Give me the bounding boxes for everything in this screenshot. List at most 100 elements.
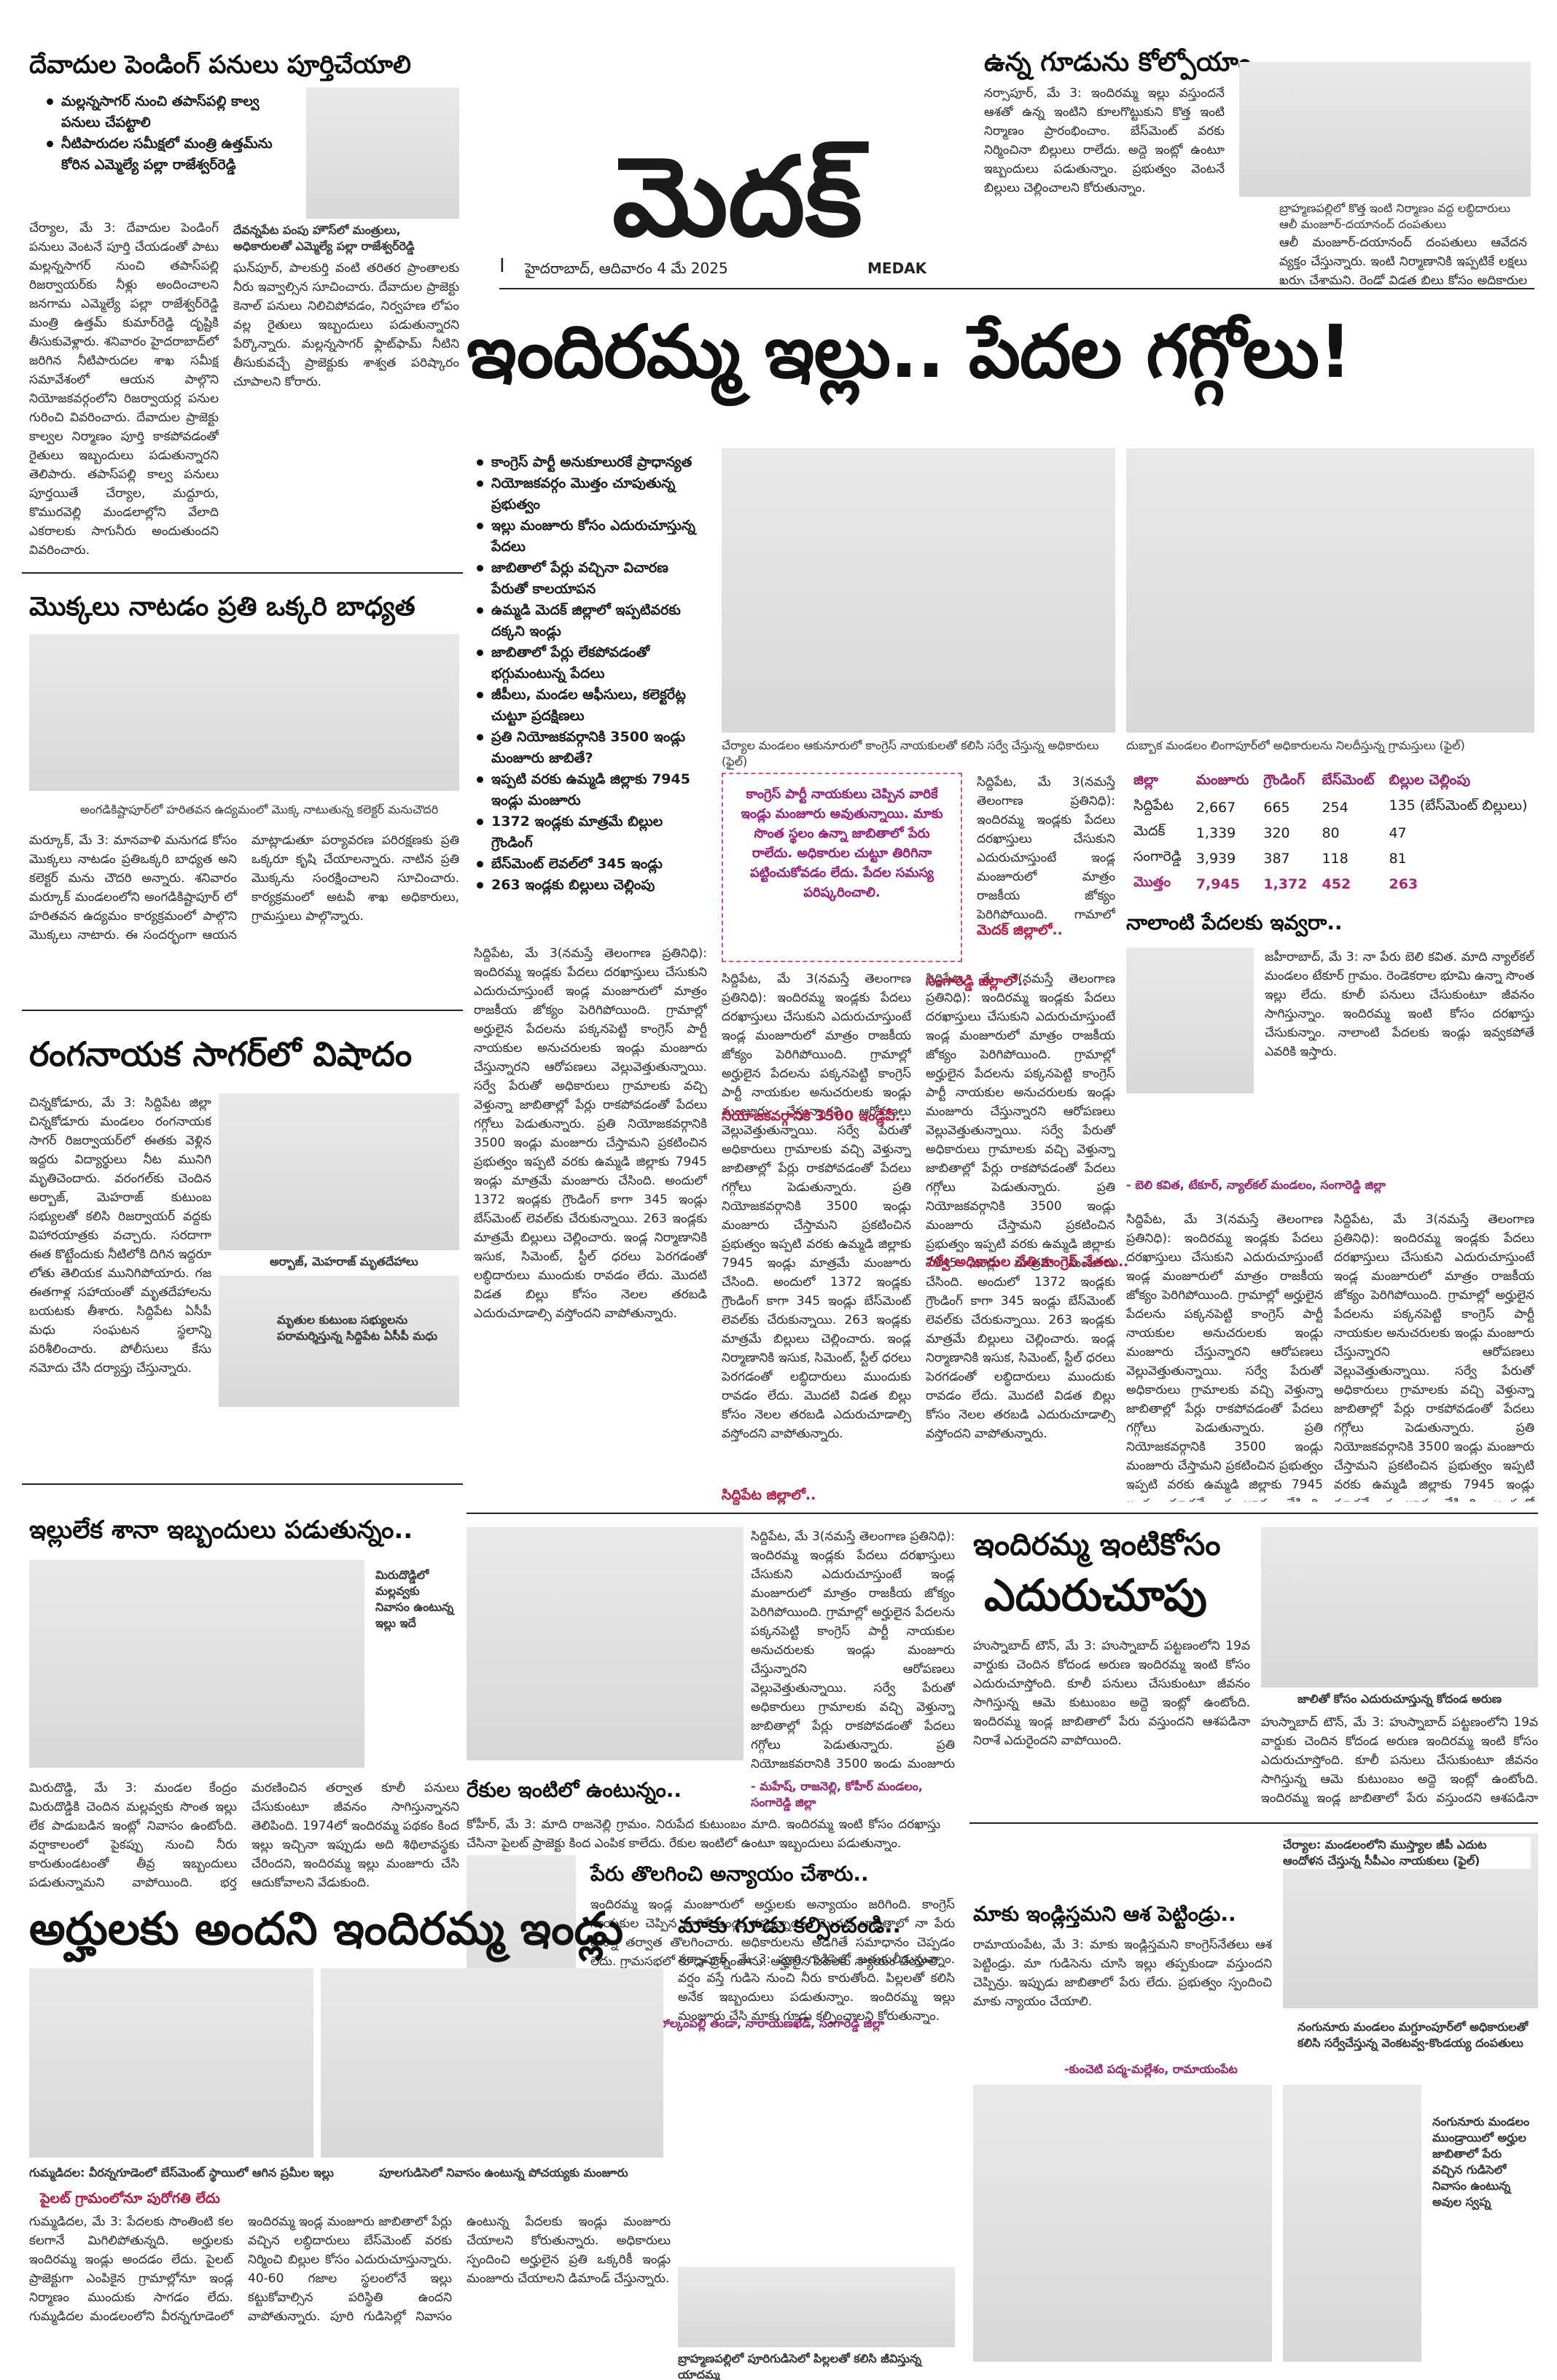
ranganayaka-photo-2: [219, 1276, 459, 1407]
stats-cell: సంగారెడ్డి: [1133, 848, 1182, 865]
stats-row: సంగారెడ్డి 3,939 387 118 81: [1126, 846, 1534, 871]
divider: [499, 288, 1534, 289]
devadula-body-2: ఘన్‌పూర్, పాలకుర్తి వంటి తరితర ప్రాంతాలక…: [233, 261, 459, 389]
banner-bullet: బేస్‌మెంట్ లెవల్‌లో 345 ఇండ్లు: [474, 854, 707, 875]
arhulaku-caption-right: పూలగుడిసెలో నివాసం ఉంటున్న పోచయ్యకు మంజూ…: [379, 2166, 628, 2180]
illuleka-photo: [29, 1560, 364, 1768]
banner-body-stub: సిద్దిపేట, మే 3(నమస్తే తెలంగాణ ప్రతినిధి…: [977, 775, 1115, 918]
nangunur-caption-2: నంగునూరు మండలం ముండ్రాయిలో అర్హుల జాబితా…: [1432, 2115, 1530, 2209]
ranganayaka-caption-2: మృతుల కుటుంబ సభ్యులను పరామర్శిస్తున్న సి…: [277, 1313, 438, 1343]
stats-header: మంజూరు: [1195, 772, 1249, 788]
illuleka-headline: ఇల్లులేక శానా ఇబ్బందులు పడుతున్నం..: [29, 1515, 413, 1545]
maku-gudu-headline: మాకు గూడు కల్పించండి..: [678, 1913, 901, 1938]
rekula-headline: రేకుల ఇంటిలో ఉంటున్నం..: [467, 1778, 682, 1802]
devadula-photo-caption: దేవన్నపేట పంపు హౌస్‌లో మంత్రులు, అధికారు…: [233, 223, 415, 253]
unna-gudu-headline: ఉన్న గూడును కోల్పోయాం..: [984, 47, 1272, 77]
illuleka-caption: మిరుదొడ్డిలో మల్లవ్వకు నివాసం ఉంటున్న ఇల…: [375, 1568, 454, 1630]
nangunur-photo-2: [1283, 2085, 1421, 2362]
devadula-headline: దేవాదుల పెండింగ్ పనులు పూర్తిచేయాలి: [29, 50, 411, 79]
stats-header: బిల్లుల చెల్లింపు: [1389, 772, 1471, 788]
banner-photo-left: [722, 448, 1115, 733]
stats-cell: 1,372: [1263, 875, 1308, 892]
maku-indlu-body: రామాయంపేట, మే 3: మాకు ఇండ్లిస్తమని కాంగ్…: [973, 1938, 1272, 2009]
banner-bullet: ఉమ్మడి మెదక్ జిల్లాలో ఇప్పటివరకు దక్కని …: [474, 600, 707, 642]
unna-gudu-caption: బ్రాహ్మణపల్లిలో కొత్త ఇంటి నిర్మాణం వద్ద…: [1279, 201, 1511, 231]
arhulaku-body: గుమ్మడిదల, మే 3: పేదలకు సొంతింటి కల కలగా…: [29, 2215, 671, 2324]
maku-indlu-sign: -కుంచెటి పద్మ-మల్లేశం, రామాయంపేట: [1064, 2062, 1238, 2076]
arhulaku-headline: అర్హులకు అందని ఇందిరమ్మ ఇండ్లు: [29, 1902, 624, 1955]
illuleka-body: మిరుదొడ్డి, మే 3: మండల కేంద్రం మిరుదొడ్డ…: [29, 1781, 459, 1890]
stats-header: గ్రౌండింగ్: [1263, 772, 1306, 788]
stats-cell: 254: [1322, 799, 1349, 816]
banner-body-col-1: సిద్దిపేట, మే 3(నమస్తే తెలంగాణ ప్రతినిధి…: [474, 946, 707, 1321]
banner-body-col-3: సిద్దిపేట, మే 3(నమస్తే తెలంగాణ ప్రతినిధి…: [926, 972, 1115, 1441]
banner-photo-right: [1126, 448, 1534, 733]
devadula-bullets: మల్లన్నసాగర్ నుంచి తపాస్‌పల్లి కాల్వ పను…: [44, 91, 284, 176]
devadula-bullet: మల్లన్నసాగర్ నుంచి తపాస్‌పల్లి కాల్వ పను…: [44, 91, 284, 133]
mokkalu-photo: [29, 634, 459, 791]
ranganayaka-photo-1: [219, 1093, 459, 1250]
maku-gudu-photo: [678, 2267, 955, 2347]
banner-body-col-5: సిద్దిపేట, మే 3(నమస్తే తెలంగాణ ప్రతినిధి…: [1334, 1212, 1534, 1502]
unna-gudu-photo: [1239, 62, 1531, 197]
banner-body-col-2: సిద్దిపేట, మే 3(నమస్తే తెలంగాణ ప్రతినిధి…: [722, 972, 911, 1441]
banner-bullet: జాబితాలో పేర్లు వచ్చినా విచారణ పేరుతో కా…: [474, 558, 707, 600]
banner-bullet: ఇప్పటి వరకు ఉమ్మడి జిల్లాకు 7945 ఇండ్లు …: [474, 769, 707, 811]
maku-indlu-headline: మాకు ఇండ్లిస్తమని ఆశ పెట్టిండ్రు..: [973, 1902, 1236, 1926]
maku-gudu-body: నర్సాపూర్, మే 3: పూరి గుడిసెలో బతుకులీడు…: [678, 1952, 955, 2024]
nalanti-headline: నాలాంటి పేదలకు ఇవ్వరా..: [1126, 910, 1343, 935]
banner-bullet: 1372 ఇండ్లకు మాత్రమే బిల్లుల గ్రౌండింగ్: [474, 811, 707, 854]
masthead-date: హైదరాబాద్, ఆదివారం 4 మే 2025: [525, 260, 728, 277]
banner-body-col-6: సిద్దిపేట, మే 3(నమస్తే తెలంగాణ ప్రతినిధి…: [751, 1529, 955, 1768]
peru-body: ఇందిరమ్మ ఇండ్ల మంజూరులో అర్హులకు అన్యాయం…: [590, 1897, 955, 1969]
stats-cell: 80: [1322, 824, 1340, 841]
rekula-sign: - మహేష్, రాజనెల్లి, కోహీర్ మండలం, సంగారె…: [751, 1779, 923, 1809]
ranganayaka-headline: రంగనాయక సాగర్‌లో విషాదం: [29, 1034, 413, 1074]
stats-cell: సిద్దిపేట: [1133, 797, 1174, 814]
nangunur-caption-1: నంగునూరు మండలం మగ్దూంపూర్‌లో అధికారులతో …: [1298, 2020, 1529, 2050]
stats-cell: 2,667: [1195, 799, 1236, 816]
edition-name: MEDAK: [867, 260, 927, 277]
nangunur-photo-1: [973, 2085, 1272, 2362]
nalanti-body: జహీరాబాద్, మే 3: నా పేరు బెలి కవిత. మాది…: [1265, 950, 1534, 1059]
stats-cell: 47: [1389, 824, 1407, 841]
stats-row: సిద్దిపేట 2,667 665 254 135 (బేస్‌మెంట్ …: [1126, 795, 1534, 820]
divider: [969, 1822, 1538, 1824]
arhulaku-sub: పైలట్ గ్రామంలోనూ పురోగతి లేదు: [40, 2190, 220, 2207]
rekula-body: కోహీర్, మే 3: మాది రాజనెల్లి గ్రామం. నిర…: [467, 1817, 940, 1851]
stats-header: జిల్లా: [1133, 772, 1158, 788]
stats-cell: మొత్తం: [1133, 874, 1171, 890]
banner-callout-text: కాంగ్రెస్ పార్టీ నాయకులు చెప్పిన వారికే …: [741, 787, 943, 900]
banner-sub-siddipet: సిద్దిపేట జిల్లాలో..: [722, 1487, 816, 1503]
nalanti-photo: [1126, 948, 1254, 1093]
banner-bullet: నియోజకవర్గం మొత్తం చూపుతున్న ప్రభుత్వం: [474, 473, 707, 515]
divider: [22, 1483, 463, 1485]
banner-bullet: కాంగ్రెస్ పార్టీ అనుకూలురకే ప్రాధాన్యత: [474, 452, 707, 473]
devadula-bullet: నీటిపారుదల సమీక్షలో మంత్రి ఉత్తమ్‌ను కోర…: [44, 133, 284, 176]
maku-gudu-caption: బ్రాహ్మణపల్లిలో పూరిగుడిసెలో పిల్లలతో కల…: [678, 2352, 921, 2380]
banner-sub-constituency: నియోజకవర్గానికి 3500 ఇండ్లేవీ..: [722, 1108, 906, 1124]
indiramma-inti-body: హుస్నాబాద్ టౌన్, మే 3: హుస్నాబాద్ పట్టణం…: [973, 1639, 1250, 1748]
unna-gudu-body: నర్సాపూర్, మే 3: ఇందిరమ్మ ఇల్లు వస్తుందన…: [984, 86, 1225, 195]
banner-headline: ఇందిరమ్మ ఇల్లు.. పేదల గగ్గోలు!: [467, 309, 1352, 394]
stats-cell: 263: [1389, 875, 1419, 892]
peru-sign: - పాండురంగ, పోల్కంపల్లి తండా, నారాయణఖేడ్…: [590, 2016, 885, 2030]
ranganayaka-caption-1: అర్బాజ్, మెహరాజ్ మృతదేహాలు: [270, 1255, 418, 1268]
indiramma-inti-caption: జాలితో కోసం ఎదురుచూస్తున్న కోదండ అరుణ: [1298, 1692, 1502, 1706]
banner-bullet: జాబితాలో పేర్లు లేకపోవడంతో భగ్గుమంటున్న …: [474, 642, 707, 684]
indiramma-inti-photo: [1261, 1527, 1538, 1688]
stats-cell: 320: [1263, 824, 1290, 841]
masthead-title: మెదక్: [612, 133, 862, 261]
devadula-photo: [306, 87, 459, 219]
stats-header: బేస్‌మెంట్: [1322, 772, 1375, 788]
stats-cell: 452: [1322, 875, 1351, 892]
stats-cell: 1,339: [1195, 824, 1236, 841]
stats-row: మెదక్ 1,339 320 80 47: [1126, 820, 1534, 846]
banner-caption-right: దుబ్బాక మండలం లింగాపూర్‌లో అధికారులను ని…: [1126, 738, 1465, 752]
ranganayaka-body: చిన్నకోడూరు, మే 3: సిద్దిపేట జిల్లా చిన్…: [29, 1096, 211, 1376]
banner-callout: కాంగ్రెస్ పార్టీ నాయకులు చెప్పిన వారికే …: [722, 773, 962, 962]
divider: [22, 1010, 463, 1011]
banner-caption-left: చేర్యాల మండలం ఆకునూరులో కాంగ్రెస్ నాయకుల…: [722, 738, 1099, 768]
rekula-photo: [467, 1527, 744, 1760]
banner-bullet: జీపీలు, మండల ఆఫీసులు, కలెక్టరేట్ల చుట్టూ…: [474, 684, 707, 727]
